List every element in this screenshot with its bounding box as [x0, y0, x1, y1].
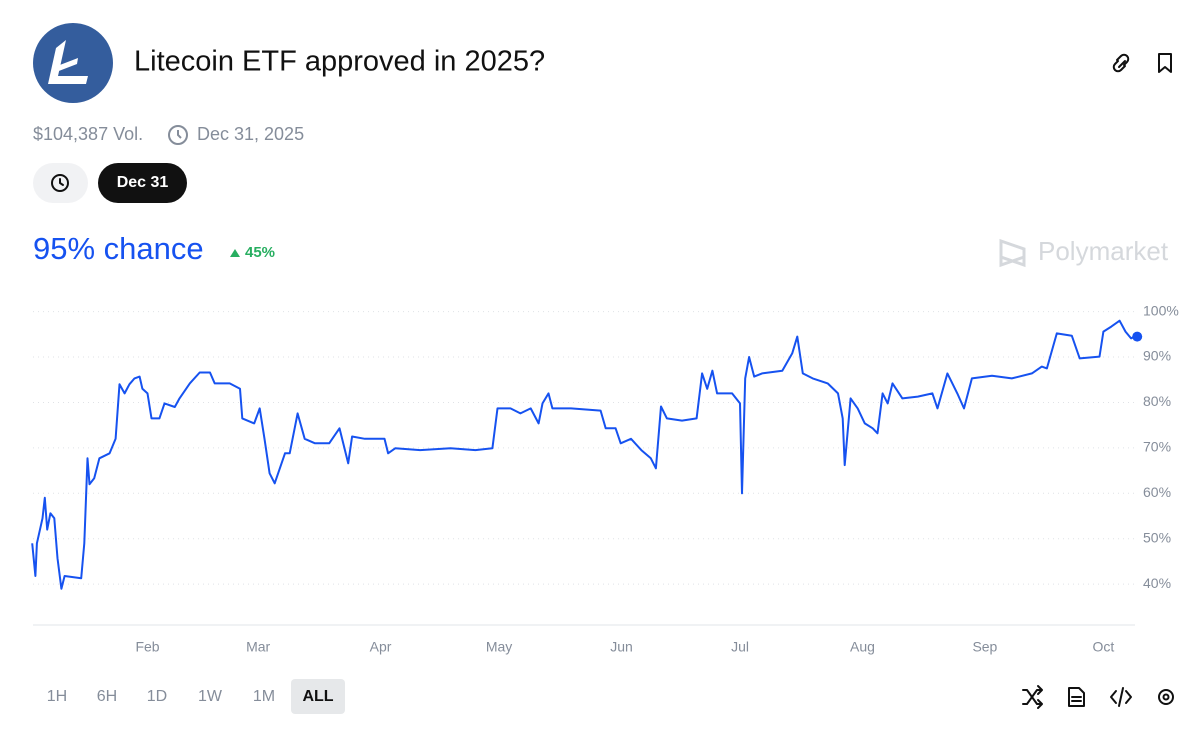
settings-icon[interactable]: [1158, 689, 1174, 705]
x-tick-label: Aug: [850, 639, 875, 655]
history-hands: [59, 178, 64, 186]
brand: Polymarket: [1038, 236, 1169, 266]
chance: 95% chance: [33, 231, 204, 266]
date-button-label: Dec 31: [117, 174, 169, 191]
y-tick-label: 60%: [1143, 484, 1171, 500]
range-button[interactable]: 6H: [97, 688, 117, 705]
range-button-label: 6H: [97, 688, 117, 705]
volume: $104,387 Vol.: [33, 124, 143, 144]
range-button-bg: [291, 679, 345, 714]
x-tick-label: Mar: [246, 639, 270, 655]
last-point: [1132, 331, 1143, 342]
up-arrow: [230, 249, 240, 257]
link-icon: [1112, 53, 1130, 73]
range-button-label: 1H: [47, 688, 67, 705]
market-title: Litecoin ETF approved in 2025?: [134, 46, 545, 78]
x-tick-label: Jun: [610, 639, 633, 655]
range-button-label: 1M: [253, 688, 275, 705]
y-tick-label: 80%: [1143, 393, 1171, 409]
range-buttons: 1H 6H 1D 1W 1M ALL: [47, 679, 345, 714]
plot: 40% 50% 60% 70% 80% 90% 100% Feb Mar Apr May Jun Jul…: [31, 302, 1179, 655]
y-tick-label: 100%: [1143, 302, 1179, 318]
bookmark-button[interactable]: [1158, 53, 1172, 73]
range-button[interactable]: 1D: [147, 688, 167, 705]
x-tick-label: Jul: [731, 639, 749, 655]
history-button[interactable]: [33, 163, 88, 203]
range-button-label: 1D: [147, 688, 167, 705]
y-tick-label: 90%: [1143, 348, 1171, 364]
x-tick-label: Apr: [370, 639, 392, 655]
range-button[interactable]: 1W: [198, 688, 223, 705]
range-button-label: ALL: [302, 688, 333, 705]
x-tick-label: Sep: [972, 639, 997, 655]
chance-change: 45%: [245, 244, 275, 261]
toolbar: [1022, 685, 1174, 709]
range-button-label: 1W: [198, 688, 223, 705]
shuffle-icon[interactable]: [1022, 685, 1043, 709]
y-tick-label: 70%: [1143, 439, 1171, 455]
range-button[interactable]: 1H: [47, 688, 67, 705]
copy-link-button[interactable]: [1112, 53, 1130, 73]
price-line: [31, 319, 1135, 590]
litecoin-glyph: [48, 40, 88, 84]
history-icon: [51, 174, 69, 192]
range-button[interactable]: ALL: [291, 679, 345, 714]
end-date: Dec 31, 2025: [197, 124, 304, 144]
y-tick-label: 50%: [1143, 529, 1171, 545]
brand-logo: [999, 238, 1026, 268]
y-tick-label: 40%: [1143, 575, 1171, 591]
date-button-bg: [98, 163, 187, 203]
x-tick-label: May: [486, 639, 512, 655]
date-button[interactable]: Dec 31: [98, 163, 187, 203]
x-tick-label: Oct: [1093, 639, 1115, 655]
clock-icon: [168, 125, 188, 145]
embed-icon[interactable]: [1110, 687, 1132, 707]
range-button[interactable]: 1M: [253, 688, 275, 705]
x-tick-label: Feb: [135, 639, 159, 655]
settings-icon-core: [1162, 693, 1170, 701]
clock-hands: [177, 130, 182, 139]
bookmark-icon: [1158, 53, 1172, 73]
document-icon[interactable]: [1068, 687, 1085, 707]
